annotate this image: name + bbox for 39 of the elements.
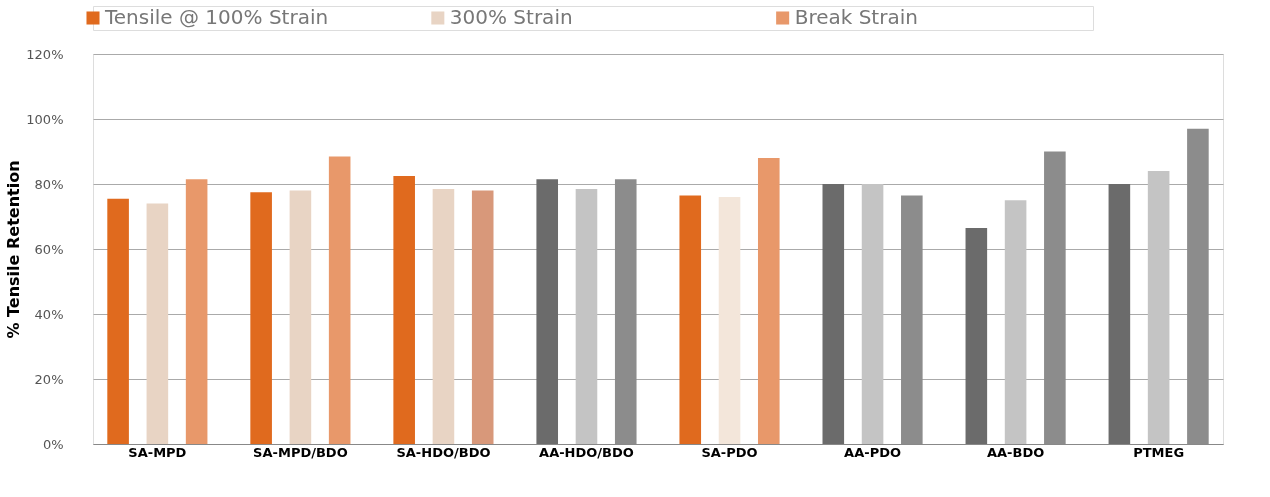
bar [757,158,780,444]
y-tick-label: 40% [34,306,64,322]
bar [536,179,559,444]
y-tick-label: 120% [26,46,64,62]
x-tick-label: PTMEG [1133,444,1185,460]
x-tick-label: AA-HDO/BDO [539,444,634,460]
y-tick-label: 20% [34,371,64,387]
x-tick-label: SA-PDO [701,444,758,460]
x-tick-label: SA-HDO/BDO [396,444,491,460]
x-tick-label: SA-MPD [128,444,187,460]
y-axis-title: % Tensile Retention [4,160,24,339]
bar [328,156,351,444]
legend-label: Break Strain [794,5,918,29]
legend-label: 300% Strain [449,5,573,29]
bar [1108,184,1131,444]
legend-label: Tensile @ 100% Strain [104,5,329,29]
bar [432,188,455,444]
bar [679,195,702,444]
bar [1004,200,1027,444]
y-tick-label: 100% [26,111,64,127]
bar [822,184,845,444]
bar [107,198,129,444]
bar [965,227,988,444]
bar [185,179,208,444]
x-tick-label: AA-BDO [986,444,1045,460]
bar [289,190,312,444]
y-tick-label: 60% [34,241,64,257]
bar [393,175,415,444]
bar [146,203,169,444]
bar [250,192,272,444]
x-tick-label: AA-PDO [844,444,901,460]
bar [1147,171,1170,444]
y-tick-label: 0% [42,436,64,452]
bar [471,190,494,444]
y-tick-label: 80% [34,176,64,192]
bar [861,184,884,444]
x-tick-label: SA-MPD/BDO [253,444,348,460]
bar [718,197,741,444]
bar [575,188,598,444]
